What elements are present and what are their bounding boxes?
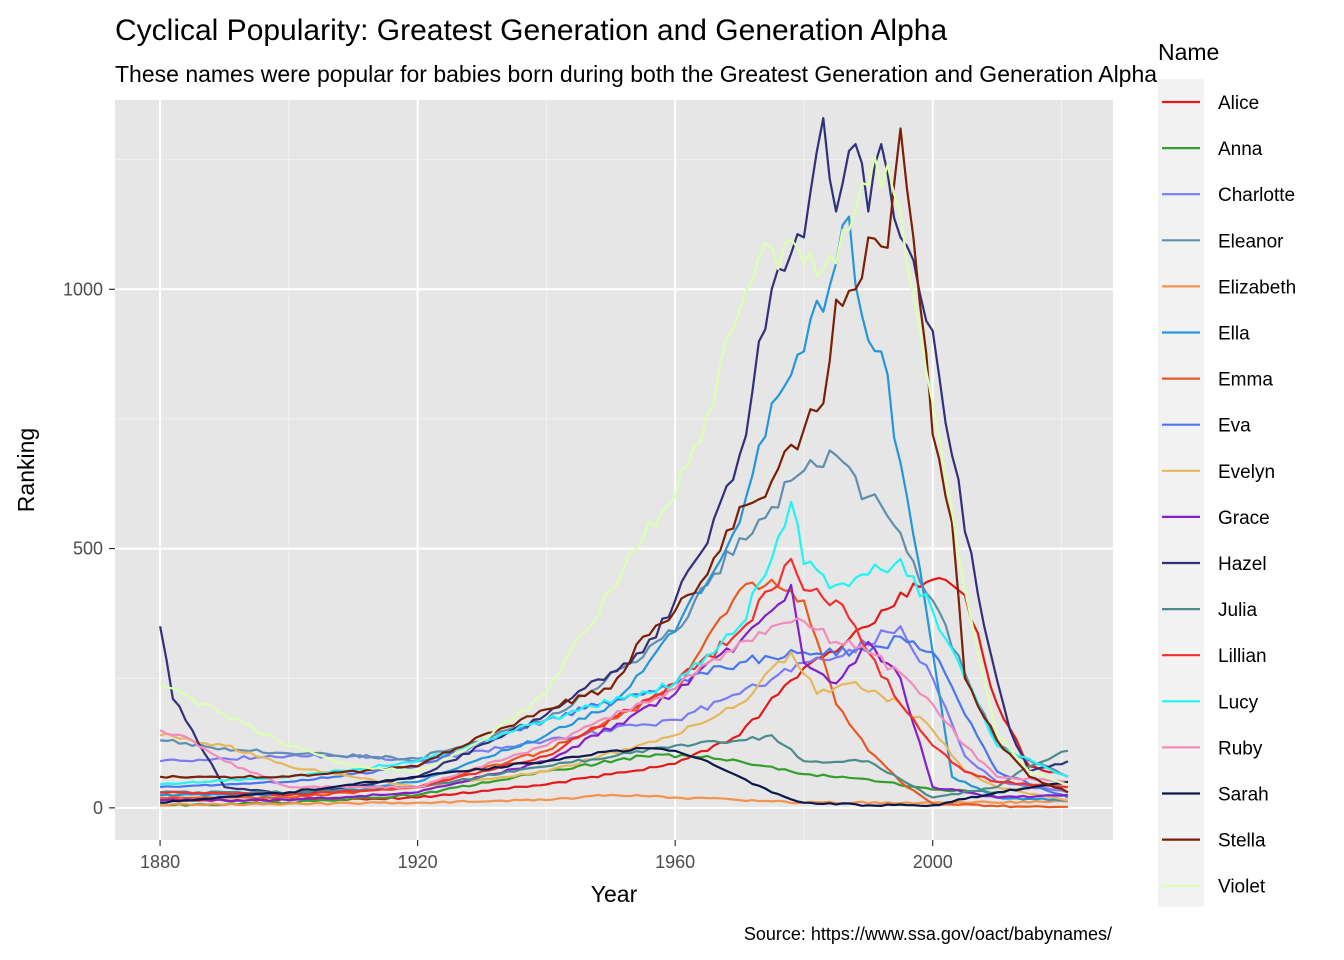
legend-label-eva: Eva <box>1218 416 1251 437</box>
series-line-ruby <box>159 617 1069 790</box>
series-line-emma <box>159 578 1068 809</box>
legend-label-evelyn: Evelyn <box>1218 462 1275 483</box>
legend-label-ruby: Ruby <box>1218 738 1263 759</box>
legend-item-emma: Emma <box>1162 370 1273 391</box>
series-line-violet <box>159 155 1069 786</box>
legend-item-ella: Ella <box>1162 324 1250 345</box>
y-tick-label: 1000 <box>63 279 103 299</box>
series-line-charlotte <box>159 625 1069 794</box>
grid-lines <box>115 100 1113 840</box>
legend-item-lillian: Lillian <box>1162 646 1267 667</box>
series-lines <box>159 116 1069 809</box>
legend-items: Alice Anna Charlotte Eleanor Elizabeth Ella Em… <box>1162 93 1296 898</box>
legend-label-charlotte: Charlotte <box>1218 185 1295 206</box>
legend-label-eleanor: Eleanor <box>1218 231 1284 252</box>
series-line-eva <box>159 635 1069 799</box>
legend-item-anna: Anna <box>1162 139 1263 160</box>
y-axis: 0 500 1000 <box>63 279 115 818</box>
legend-label-alice: Alice <box>1218 93 1259 114</box>
plot-area <box>115 100 1113 840</box>
x-tick-label: 1880 <box>140 852 180 872</box>
legend-label-hazel: Hazel <box>1218 554 1267 575</box>
legend-item-eva: Eva <box>1162 416 1251 437</box>
legend-label-stella: Stella <box>1218 831 1266 852</box>
x-tick-label: 2000 <box>913 852 953 872</box>
y-tick-label: 0 <box>93 798 103 818</box>
series-line-evelyn <box>159 651 1069 802</box>
series-line-grace <box>160 583 1069 803</box>
legend-item-hazel: Hazel <box>1162 554 1267 575</box>
legend-label-emma: Emma <box>1218 370 1273 391</box>
chart-caption: Source: https://www.ssa.gov/oact/babynam… <box>744 924 1112 944</box>
series-line-stella <box>159 127 1069 794</box>
x-tick-label: 1960 <box>655 852 695 872</box>
x-axis-title: Year <box>591 881 638 907</box>
legend-label-lillian: Lillian <box>1218 646 1267 667</box>
series-line-lucy <box>159 500 1069 786</box>
legend-title: Name <box>1158 39 1219 65</box>
y-axis-title: Ranking <box>13 428 39 512</box>
legend-item-lucy: Lucy <box>1162 692 1259 713</box>
legend-item-eleanor: Eleanor <box>1162 231 1284 252</box>
legend-item-alice: Alice <box>1162 93 1259 114</box>
legend-label-anna: Anna <box>1218 139 1263 160</box>
series-line-sarah <box>160 746 1069 808</box>
legend-label-lucy: Lucy <box>1218 692 1259 713</box>
x-axis: 1880 1920 1960 2000 <box>140 840 953 872</box>
legend-item-violet: Violet <box>1162 877 1266 898</box>
series-line-elizabeth <box>160 793 1068 807</box>
legend-item-ruby: Ruby <box>1162 738 1263 759</box>
legend-key-background <box>1158 79 1204 907</box>
legend-item-julia: Julia <box>1162 600 1258 621</box>
legend-label-ella: Ella <box>1218 324 1250 345</box>
legend-label-grace: Grace <box>1218 508 1270 529</box>
legend-item-evelyn: Evelyn <box>1162 462 1275 483</box>
series-line-lillian <box>159 557 1069 797</box>
legend-label-violet: Violet <box>1218 877 1266 898</box>
legend-label-julia: Julia <box>1218 600 1258 621</box>
legend-item-grace: Grace <box>1162 508 1270 529</box>
legend-item-stella: Stella <box>1162 831 1266 852</box>
legend-label-sarah: Sarah <box>1218 785 1269 806</box>
series-line-julia <box>159 734 1069 799</box>
legend-item-elizabeth: Elizabeth <box>1162 277 1296 298</box>
legend-label-elizabeth: Elizabeth <box>1218 277 1296 298</box>
y-tick-label: 500 <box>73 539 103 559</box>
chart-subtitle: These names were popular for babies born… <box>115 61 1157 87</box>
chart-title: Cyclical Popularity: Greatest Generation… <box>115 14 947 47</box>
legend-item-sarah: Sarah <box>1162 785 1269 806</box>
x-tick-label: 1920 <box>398 852 438 872</box>
legend: Name Alice Anna Charlotte Eleanor Elizabeth E… <box>1158 39 1296 907</box>
legend-item-charlotte: Charlotte <box>1162 185 1295 206</box>
